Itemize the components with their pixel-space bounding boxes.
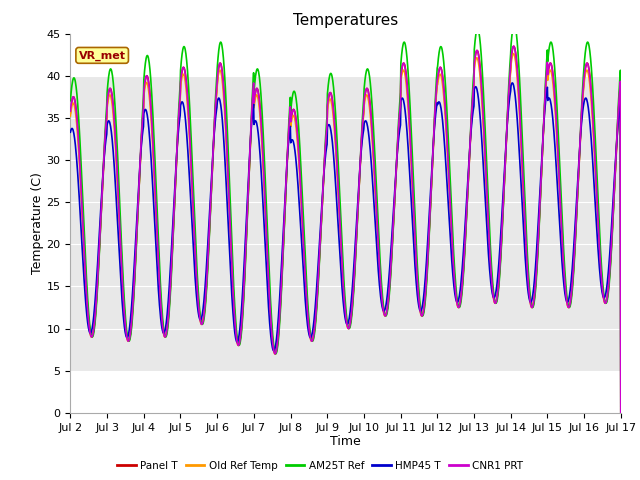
Legend: Panel T, Old Ref Temp, AM25T Ref, HMP45 T, CNR1 PRT: Panel T, Old Ref Temp, AM25T Ref, HMP45 …	[113, 456, 527, 475]
Y-axis label: Temperature (C): Temperature (C)	[31, 172, 44, 274]
Bar	[70, 76, 621, 371]
Text: VR_met: VR_met	[79, 50, 125, 60]
X-axis label: Time: Time	[330, 435, 361, 448]
Title: Temperatures: Temperatures	[293, 13, 398, 28]
